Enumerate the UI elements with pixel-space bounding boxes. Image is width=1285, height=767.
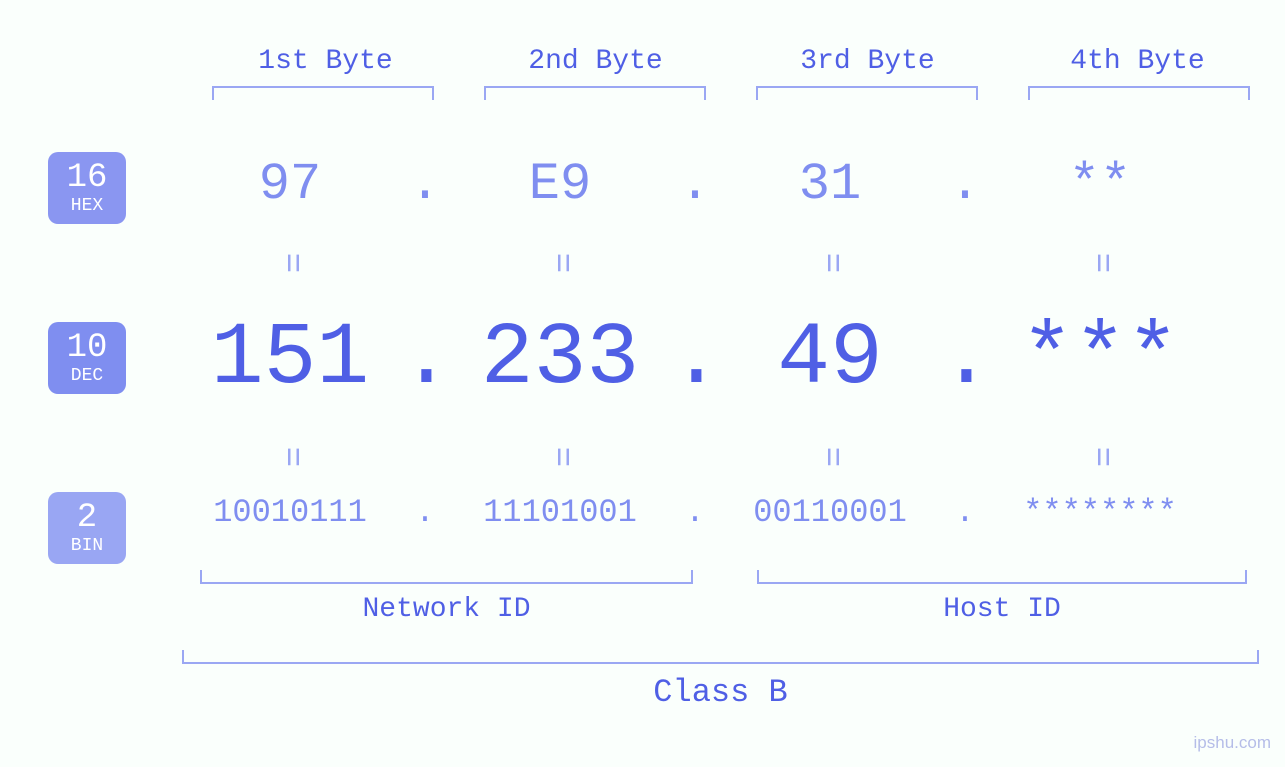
- eq-icon: =: [1081, 447, 1119, 467]
- hex-dot-2: .: [670, 155, 720, 214]
- dec-row: 151 . 233 . 49 . ***: [180, 310, 1255, 409]
- eq-row-dec-bin: = = = =: [180, 438, 1255, 476]
- network-id-label: Network ID: [200, 594, 693, 625]
- bin-byte-2: 11101001: [450, 494, 670, 531]
- bracket-byte-1: [212, 86, 434, 100]
- bracket-network: [200, 570, 693, 584]
- bracket-host: [757, 570, 1247, 584]
- badge-hex-label: HEX: [71, 197, 103, 215]
- byte-header-1: 1st Byte: [198, 46, 453, 77]
- bin-dot-1: .: [400, 494, 450, 531]
- eq-icon: =: [811, 253, 849, 273]
- badge-bin-label: BIN: [71, 537, 103, 555]
- bracket-byte-3: [756, 86, 978, 100]
- dec-byte-3: 49: [720, 310, 940, 409]
- badge-dec: 10 DEC: [48, 322, 126, 394]
- bin-byte-4: ********: [990, 494, 1210, 531]
- eq-row-hex-dec: = = = =: [180, 244, 1255, 282]
- badge-dec-num: 10: [67, 331, 108, 365]
- dec-dot-1: .: [400, 310, 450, 409]
- dec-dot-2: .: [670, 310, 720, 409]
- hex-dot-3: .: [940, 155, 990, 214]
- bin-byte-1: 10010111: [180, 494, 400, 531]
- byte-header-3: 3rd Byte: [740, 46, 995, 77]
- bracket-byte-2: [484, 86, 706, 100]
- hex-byte-3: 31: [720, 155, 940, 214]
- class-label: Class B: [182, 674, 1259, 711]
- bracket-byte-4: [1028, 86, 1250, 100]
- eq-icon: =: [541, 447, 579, 467]
- dec-byte-4: ***: [990, 310, 1210, 409]
- dec-byte-2: 233: [450, 310, 670, 409]
- hex-row: 97 . E9 . 31 . **: [180, 155, 1255, 214]
- bracket-class: [182, 650, 1259, 664]
- dec-byte-1: 151: [180, 310, 400, 409]
- hex-dot-1: .: [400, 155, 450, 214]
- badge-dec-label: DEC: [71, 367, 103, 385]
- bin-row: 10010111 . 11101001 . 00110001 . *******…: [180, 494, 1255, 531]
- badge-hex-num: 16: [67, 161, 108, 195]
- badge-bin: 2 BIN: [48, 492, 126, 564]
- watermark: ipshu.com: [1194, 733, 1271, 753]
- badge-bin-num: 2: [77, 501, 97, 535]
- byte-header-2: 2nd Byte: [468, 46, 723, 77]
- byte-header-4: 4th Byte: [1010, 46, 1265, 77]
- bin-dot-2: .: [670, 494, 720, 531]
- dec-dot-3: .: [940, 310, 990, 409]
- hex-byte-1: 97: [180, 155, 400, 214]
- hex-byte-4: **: [990, 155, 1210, 214]
- badge-hex: 16 HEX: [48, 152, 126, 224]
- eq-icon: =: [271, 447, 309, 467]
- hex-byte-2: E9: [450, 155, 670, 214]
- eq-icon: =: [811, 447, 849, 467]
- eq-icon: =: [1081, 253, 1119, 273]
- bin-byte-3: 00110001: [720, 494, 940, 531]
- bin-dot-3: .: [940, 494, 990, 531]
- eq-icon: =: [541, 253, 579, 273]
- host-id-label: Host ID: [757, 594, 1247, 625]
- eq-icon: =: [271, 253, 309, 273]
